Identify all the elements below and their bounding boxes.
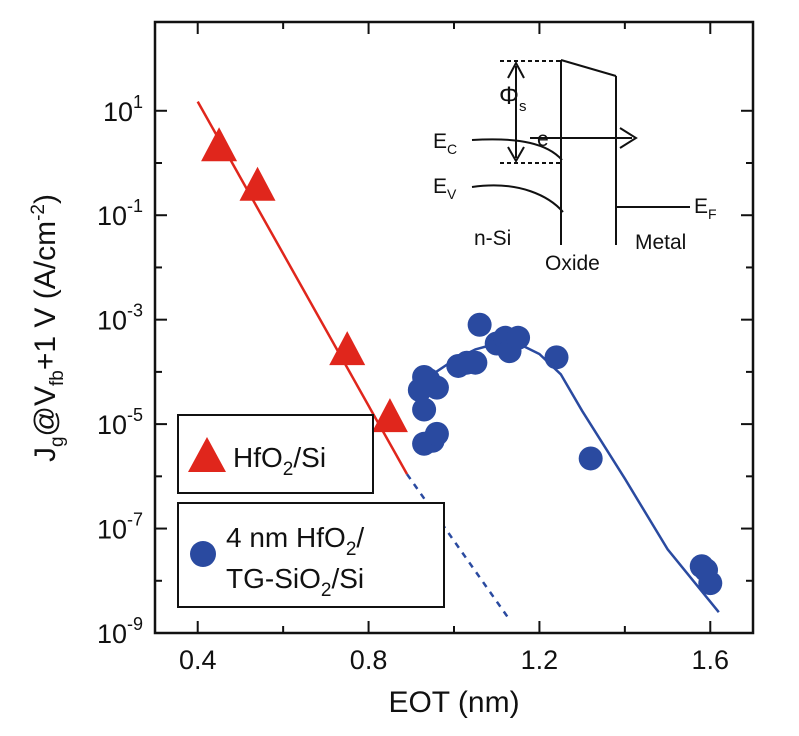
x-tick-labels: 0.4 0.8 1.2 1.6 [179, 645, 729, 675]
data-point-tg-sio2 [412, 397, 437, 422]
data-point-tg-sio2 [424, 421, 449, 446]
y-tick-labels: 101 10-1 10-3 10-5 10-7 10-9 [97, 92, 143, 649]
inset-nsi-label: n-Si [474, 227, 511, 250]
data-point-tg-sio2 [698, 571, 723, 596]
axis-ticks [155, 22, 753, 634]
legend-tg-sio2: 4 nm HfO2/ TG-SiO2/Si [177, 502, 445, 608]
inset-ev-band [471, 184, 564, 213]
x-tick-label: 1.2 [521, 645, 559, 675]
y-tick-label: 10-9 [97, 614, 143, 649]
data-point-hfo2-si [329, 331, 366, 366]
data-point-tg-sio2 [424, 375, 449, 400]
legend-hfo2-si: HfO2/Si [177, 414, 374, 494]
y-tick-label: 10-1 [97, 196, 143, 231]
x-tick-label: 1.6 [692, 645, 730, 675]
y-axis-label: Jg@Vfb+1 V (A/cm-2) [28, 194, 68, 462]
inset-oxide-label: Oxide [545, 252, 600, 275]
inset-metal-label: Metal [635, 231, 686, 254]
data-point-tg-sio2 [544, 345, 569, 370]
data-point-tg-sio2 [578, 446, 603, 471]
data-point-hfo2-si [201, 127, 238, 162]
legend-circle-marker [190, 541, 216, 567]
inset-ec-label: EC [433, 130, 457, 157]
fit-line-hfo2-si [196, 100, 409, 475]
inset-ef-label: EF [694, 195, 717, 222]
inset-phi-label: Φs [499, 82, 526, 115]
legend-triangle-marker [188, 437, 226, 472]
y-tick-label: 10-7 [97, 510, 143, 545]
data-point-hfo2-si [239, 166, 276, 201]
legend-label-hfo2-si: HfO2/Si [233, 442, 326, 480]
fit-line-dashed-extrapolation [405, 473, 511, 621]
x-tick-label: 0.4 [179, 645, 217, 675]
inset-oxide-top [560, 59, 617, 77]
inset-ec-band [471, 138, 563, 161]
inset-electron-arrow-head [619, 127, 638, 149]
legend-label-tg-sio2-line2: TG-SiO2/Si [226, 563, 364, 601]
data-point-hfo2-si [371, 398, 408, 433]
data-point-tg-sio2 [506, 325, 531, 350]
fit-curve-tg-sio2 [410, 342, 720, 613]
inset-ev-label: EV [433, 175, 457, 202]
inset-e-label: e [537, 128, 549, 151]
x-axis-label: EOT (nm) [388, 686, 519, 719]
x-tick-label: 0.8 [350, 645, 388, 675]
band-diagram-inset [471, 59, 690, 245]
legend-label-tg-sio2-line1: 4 nm HfO2/ [226, 522, 364, 560]
data-point-tg-sio2 [463, 350, 488, 375]
y-tick-label: 101 [103, 92, 143, 127]
inset-phi-arrow-head-down [507, 146, 525, 164]
data-markers [201, 127, 723, 596]
y-tick-label: 10-3 [97, 301, 143, 336]
legend-box-tg-sio2 [177, 502, 445, 608]
data-point-tg-sio2 [467, 312, 492, 337]
inset-phi-arrow-head-up [507, 60, 525, 79]
y-tick-label: 10-5 [97, 405, 143, 440]
